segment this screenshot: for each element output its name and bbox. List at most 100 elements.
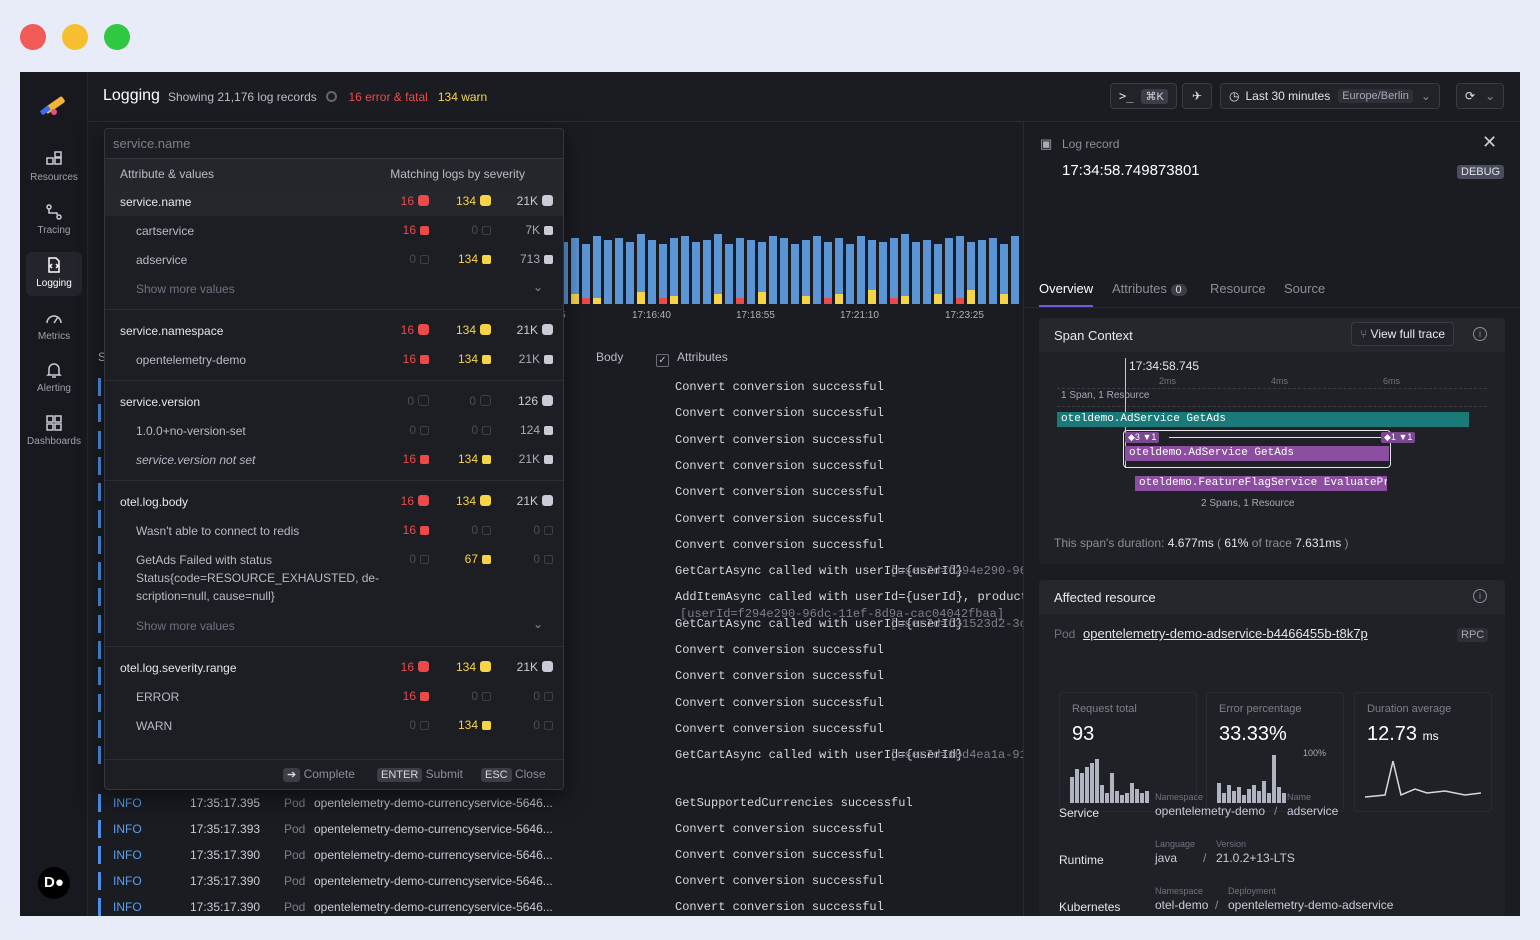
histogram-bar[interactable] xyxy=(901,234,909,304)
brand-logo-icon[interactable]: D● xyxy=(38,867,70,899)
log-row[interactable]: Convert conversion successful xyxy=(98,400,1022,426)
attribute-row[interactable]: otel.log.severity.range 16 134 21K xyxy=(105,653,563,682)
attribute-value-row[interactable]: ERROR 16 0 0 xyxy=(105,682,563,711)
telescope-logo-icon[interactable] xyxy=(36,88,72,124)
close-window-button[interactable] xyxy=(20,24,46,50)
tab-resource[interactable]: Resource xyxy=(1210,281,1266,296)
histogram-bar[interactable] xyxy=(879,242,887,304)
attribute-row[interactable]: service.name 16 134 21K xyxy=(105,187,563,216)
histogram-bar[interactable] xyxy=(912,242,920,304)
resource-value[interactable]: java xyxy=(1155,851,1178,865)
tab-source[interactable]: Source xyxy=(1284,281,1326,296)
histogram-bar[interactable] xyxy=(703,240,711,304)
sidebar-item-logging[interactable]: Logging xyxy=(26,252,82,296)
histogram-bar[interactable] xyxy=(758,242,766,304)
attribute-row[interactable]: service.namespace 16 134 21K xyxy=(105,316,563,345)
log-row[interactable]: Convert conversion successful xyxy=(98,637,1022,663)
selected-span-box[interactable] xyxy=(1123,430,1391,468)
resource-value[interactable]: otel-demo xyxy=(1155,898,1209,912)
show-more-values[interactable]: Show more values ⌄ xyxy=(105,611,563,640)
histogram-bar[interactable] xyxy=(802,240,810,304)
histogram-bar[interactable] xyxy=(813,236,821,304)
histogram-bar[interactable] xyxy=(626,242,634,304)
log-row[interactable]: Convert conversion successful xyxy=(98,453,1022,479)
log-row[interactable]: INFO 17:35:17.390 Pod opentelemetry-demo-cu… xyxy=(98,868,1022,894)
rocket-button[interactable]: ✈ xyxy=(1182,83,1212,109)
query-input[interactable]: service.name xyxy=(105,129,563,159)
tab-overview[interactable]: Overview xyxy=(1039,281,1094,307)
histogram-bar[interactable] xyxy=(791,244,799,304)
histogram-bar[interactable] xyxy=(868,240,876,304)
sidebar-item-alerting[interactable]: Alerting xyxy=(20,361,88,394)
span-bar-adservice-child[interactable]: oteldemo.AdService GetAds xyxy=(1125,446,1389,461)
span-bar-adservice[interactable]: otelde​mo.AdService GetAds xyxy=(1057,412,1469,427)
checkbox-icon[interactable]: ✓ xyxy=(656,354,669,367)
attribute-value-row[interactable]: 1.0.0+no-version-set 0 0 124 xyxy=(105,416,563,445)
histogram-bar[interactable] xyxy=(670,238,678,304)
error-count[interactable]: 16 error & fatal xyxy=(348,90,428,104)
log-row[interactable]: Convert conversion successful xyxy=(98,690,1022,716)
pod-link[interactable]: opentelemetry-demo-adservice-b4466455b-t… xyxy=(1083,626,1368,641)
histogram-bar[interactable] xyxy=(747,240,755,304)
attribute-value-row[interactable]: Wasn't able to connect to redis 16 0 0 xyxy=(105,516,563,545)
resource-value[interactable]: adservice xyxy=(1287,804,1339,818)
log-row[interactable]: AddItemAsync called with userId={userId}… xyxy=(98,584,1114,620)
attribute-value-row[interactable]: service.version not set 16 134 21K xyxy=(105,445,563,474)
command-palette-button[interactable]: >_ ⌘K xyxy=(1110,83,1177,109)
histogram-bar[interactable] xyxy=(1011,236,1019,304)
histogram-bar[interactable] xyxy=(835,238,843,304)
info-icon[interactable]: i xyxy=(1473,327,1487,341)
attribute-value-row[interactable]: WARN 0 134 0 xyxy=(105,711,563,740)
maximize-window-button[interactable] xyxy=(104,24,130,50)
histogram-bar[interactable] xyxy=(846,244,854,304)
submit-hint[interactable]: ENTER Submit xyxy=(377,767,463,782)
attribute-value-row[interactable]: adservice 0 134 713 xyxy=(105,245,563,274)
log-row[interactable]: INFO 17:35:17.390 Pod opentelemetry-demo-cu… xyxy=(98,894,1022,916)
log-row[interactable]: Convert conversion successful xyxy=(98,716,1022,742)
resource-value[interactable]: opentelemetry-demo-adservice xyxy=(1228,898,1394,912)
warn-count[interactable]: 134 warn xyxy=(437,90,488,104)
attribute-row[interactable]: service.version 0 0 126 xyxy=(105,387,563,416)
histogram-bar[interactable] xyxy=(857,236,865,304)
histogram-bar[interactable] xyxy=(681,236,689,304)
log-row[interactable]: Convert conversion successful xyxy=(98,663,1022,689)
attribute-value-row[interactable]: GetAds Failed with status Status{code=RES… xyxy=(105,545,563,611)
histogram-bar[interactable] xyxy=(978,240,986,304)
log-row[interactable]: INFO 17:35:17.395 Pod opentelemetry-demo-cu… xyxy=(98,790,1022,816)
log-row[interactable]: GetCartAsync called with userId={userId}… xyxy=(98,742,1027,768)
log-row[interactable]: GetCartAsync called with userId={userId}… xyxy=(98,611,1027,637)
histogram-bar[interactable] xyxy=(769,236,777,304)
sidebar-item-tracing[interactable]: Tracing xyxy=(20,203,88,236)
show-more-values[interactable]: Show more values ⌄ xyxy=(105,274,563,303)
close-icon[interactable]: ✕ xyxy=(1482,132,1498,152)
histogram-bar[interactable] xyxy=(956,236,964,304)
span-bar-featureflag[interactable]: oteldemo.FeatureFlagService EvaluatePr xyxy=(1135,476,1387,491)
histogram-bar[interactable] xyxy=(923,240,931,304)
minimize-window-button[interactable] xyxy=(62,24,88,50)
histogram-bar[interactable] xyxy=(582,244,590,304)
histogram-bar[interactable] xyxy=(989,238,997,304)
complete-hint[interactable]: ➔ Complete xyxy=(283,767,355,782)
log-row[interactable]: Convert conversion successful xyxy=(98,374,1022,400)
view-full-trace-button[interactable]: ⑂ View full trace xyxy=(1351,322,1455,346)
histogram-bar[interactable] xyxy=(659,244,667,304)
attribute-value-row[interactable]: cartservice 16 0 7K xyxy=(105,216,563,245)
log-row[interactable]: GetCartAsync called with userId={userId}… xyxy=(98,558,1027,584)
histogram-bar[interactable] xyxy=(725,244,733,304)
tab-attributes[interactable]: Attributes 0 xyxy=(1112,281,1187,296)
histogram-bar[interactable] xyxy=(571,238,579,304)
histogram-bar[interactable] xyxy=(1000,244,1008,304)
attribute-row[interactable]: otel.log.body 16 134 21K xyxy=(105,487,563,516)
histogram-bar[interactable] xyxy=(637,234,645,304)
histogram-bar[interactable] xyxy=(890,238,898,304)
histogram-bar[interactable] xyxy=(945,238,953,304)
histogram-bar[interactable] xyxy=(967,242,975,304)
log-row[interactable]: INFO 17:35:17.393 Pod opentelemetry-demo-cu… xyxy=(98,816,1022,842)
log-row[interactable]: INFO 17:35:17.390 Pod opentelemetry-demo-cu… xyxy=(98,842,1022,868)
info-icon[interactable]: i xyxy=(1473,589,1487,603)
sidebar-item-resources[interactable]: Resources xyxy=(20,150,88,183)
histogram-bar[interactable] xyxy=(560,242,568,304)
histogram-bar[interactable] xyxy=(615,238,623,304)
attributes-toggle[interactable]: ✓ Attributes xyxy=(656,350,728,367)
resource-value[interactable]: opentelemetry-demo xyxy=(1155,804,1266,818)
